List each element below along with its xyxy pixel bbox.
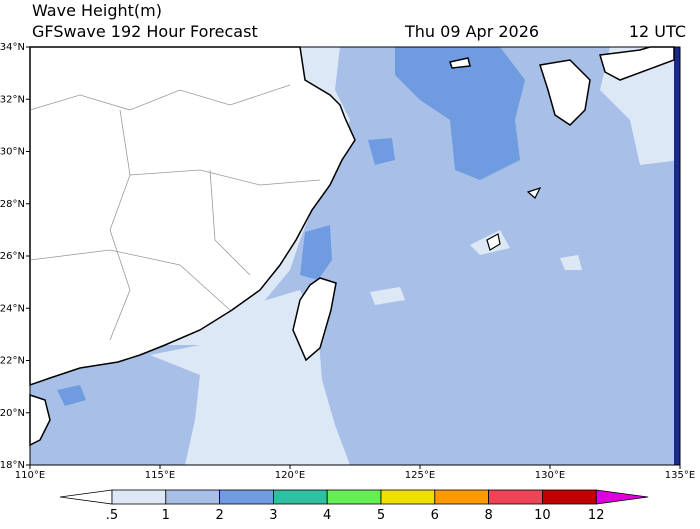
colorbar-label: 8 (484, 508, 492, 523)
province-border (29, 249, 231, 311)
lat-tick-label: 34°N (0, 42, 25, 53)
colorbar-bin (380, 489, 436, 505)
high-wave-area (368, 138, 395, 165)
colorbar-label: 4 (323, 508, 331, 523)
shikoku (599, 46, 675, 81)
title: Wave Height(m) (32, 1, 162, 20)
colorbar-bin (326, 489, 382, 505)
colorbar-bin (272, 489, 328, 505)
borders (29, 84, 321, 341)
date: Thu 09 Apr 2026 (404, 22, 539, 41)
lon-tick-label: 120°E (275, 470, 305, 481)
taiwan (292, 277, 337, 362)
lat-tick-label: 24°N (0, 303, 25, 314)
colorbar-over (595, 489, 649, 505)
time: 12 UTC (629, 22, 686, 41)
colorbar-bin (434, 489, 489, 505)
colorbar-bin (488, 489, 543, 505)
colorbar-bin (111, 489, 167, 505)
high-wave-area (395, 47, 525, 180)
colorbar-label: 1 (162, 508, 170, 523)
province-border (209, 169, 251, 276)
lon-tick-label: 130°E (535, 470, 565, 481)
island (526, 186, 542, 199)
colorbar-label: 12 (588, 508, 605, 523)
lon-tick-label: 115°E (145, 470, 175, 481)
low-wave-area (370, 287, 405, 305)
lat-tick-label: 30°N (0, 147, 25, 158)
colorbar-label: 10 (534, 508, 551, 523)
colorbar-under (59, 489, 113, 505)
province-border (129, 169, 321, 186)
kyushu (539, 59, 591, 126)
colorbar-bin (165, 489, 221, 505)
island (449, 57, 471, 69)
colorbar-label: 2 (215, 508, 223, 523)
colorbar-label: .5 (106, 508, 118, 523)
low-wave-area (560, 255, 582, 270)
colorbar-label: 5 (377, 508, 385, 523)
lat-tick-label: 22°N (0, 356, 25, 367)
lat-tick-label: 28°N (0, 199, 25, 210)
province-border (29, 84, 291, 111)
map (29, 46, 680, 465)
colorbar-label: 3 (269, 508, 277, 523)
lat-tick-label: 18°N (0, 460, 25, 471)
lat-tick-label: 32°N (0, 94, 25, 105)
mainland (29, 46, 356, 387)
subtitle: GFSwave 192 Hour Forecast (32, 22, 258, 41)
high-wave-area (300, 225, 332, 280)
island (486, 233, 501, 251)
colorbar-bin (542, 489, 597, 505)
lat-tick-label: 26°N (0, 251, 25, 262)
high-wave-area (57, 385, 86, 406)
lat-tick-label: 20°N (0, 408, 25, 419)
colorbar-label: 6 (431, 508, 439, 523)
edge-strip (674, 47, 680, 465)
province-border (109, 109, 131, 341)
lon-tick-label: 135°E (665, 470, 695, 481)
lon-tick-label: 110°E (15, 470, 45, 481)
colorbar-bin (219, 489, 274, 505)
lon-tick-label: 125°E (405, 470, 435, 481)
